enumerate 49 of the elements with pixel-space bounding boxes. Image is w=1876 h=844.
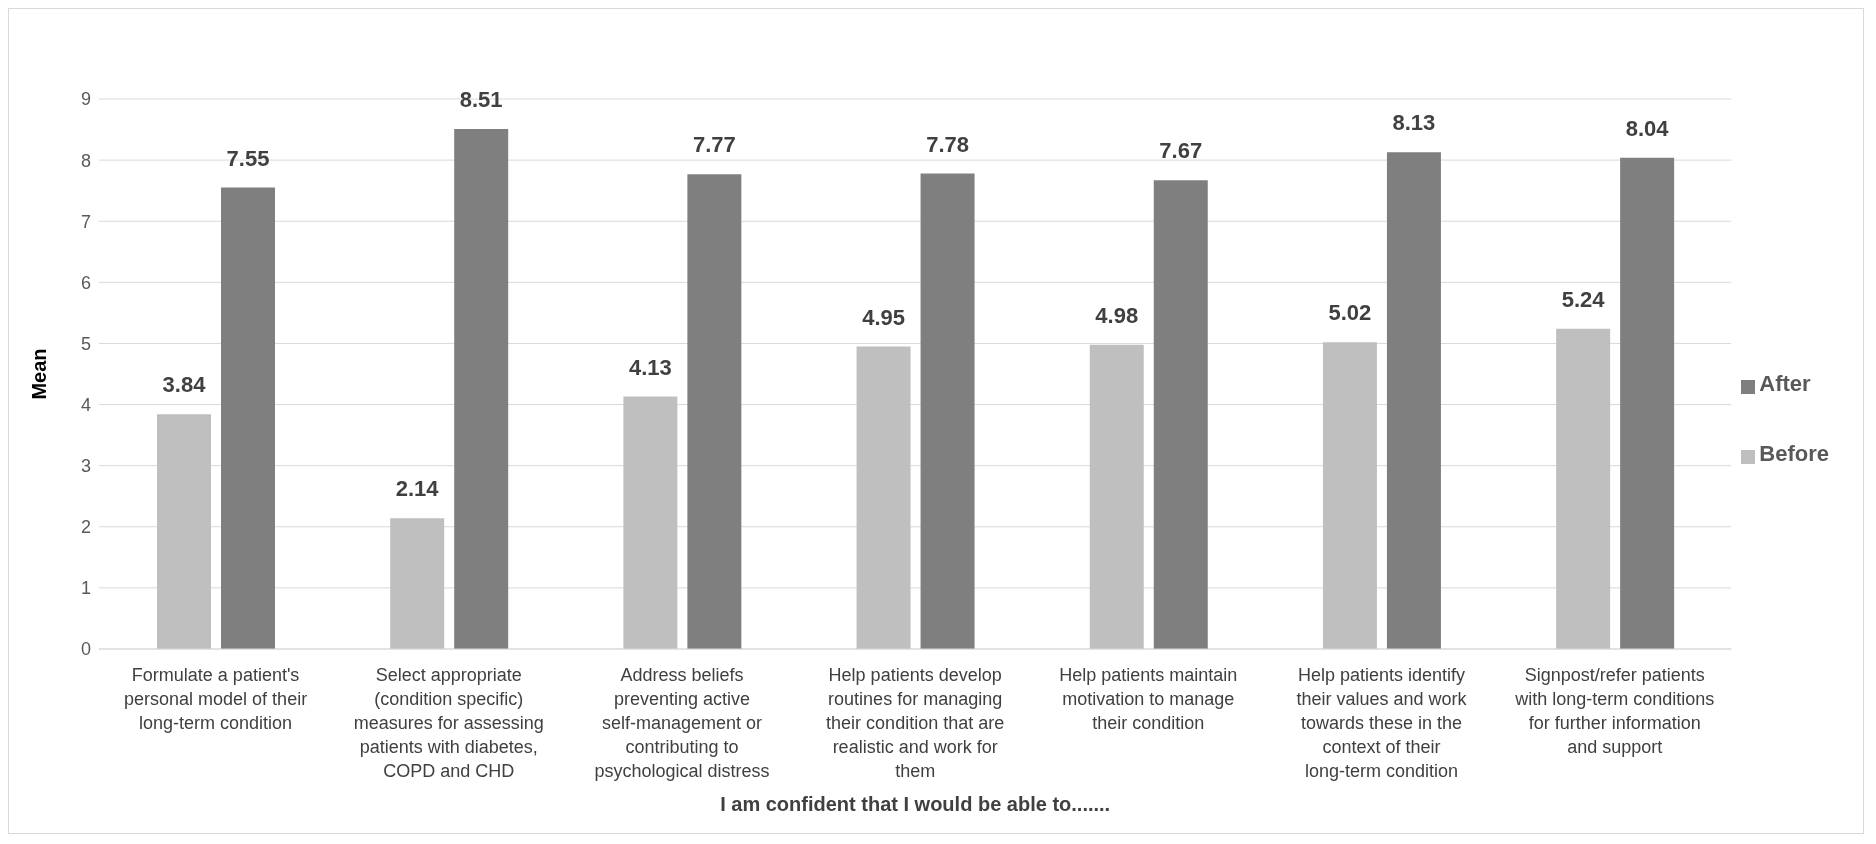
data-label: 4.13 <box>628 354 672 380</box>
y-tick-label: 3 <box>80 456 91 477</box>
x-tick-label: Formulate a patient's personal model of their long-term condition <box>124 665 308 733</box>
x-tick-label: Help patients develop routines for managing their condition that are realistic and work for them <box>826 665 1005 781</box>
data-label: 5.02 <box>1328 300 1372 326</box>
data-label: 8.04 <box>1625 115 1670 141</box>
bar <box>1620 157 1675 649</box>
bar <box>856 346 911 649</box>
data-label: 3.84 <box>162 372 207 398</box>
legend-label: Before <box>1759 441 1829 466</box>
bar <box>1089 344 1144 649</box>
y-axis-title: Mean <box>28 348 51 400</box>
y-tick-label: 5 <box>80 333 91 354</box>
bar <box>390 518 445 649</box>
bar <box>1556 328 1611 649</box>
data-label: 2.14 <box>395 476 440 502</box>
data-label: 4.98 <box>1095 302 1139 328</box>
legend-label: After <box>1759 371 1811 396</box>
y-tick-label: 0 <box>80 639 91 660</box>
bar <box>157 414 211 649</box>
y-tick-label: 2 <box>80 517 91 538</box>
data-label: 7.77 <box>692 132 736 158</box>
bar <box>221 187 275 649</box>
y-tick-label: 6 <box>80 272 91 293</box>
bar <box>920 173 975 649</box>
data-label: 7.67 <box>1159 138 1203 164</box>
x-tick-label: Help patients identify their values and work towards these in the context of their long-term condition <box>1296 665 1468 781</box>
x-tick-label: Select appropriate (condition specific) measures for assessing patients with diabetes, COPD and CHD <box>353 665 544 781</box>
data-label: 7.55 <box>226 145 270 171</box>
data-label: 7.78 <box>926 131 969 157</box>
y-tick-label: 9 <box>80 89 91 110</box>
y-tick-label: 4 <box>80 394 91 415</box>
x-tick-label: Help patients maintain motivation to manage their condition <box>1059 665 1238 733</box>
bar <box>687 174 742 649</box>
bar <box>1386 152 1441 649</box>
y-tick-label: 7 <box>80 211 91 232</box>
data-label: 8.51 <box>459 86 503 112</box>
data-label: 5.24 <box>1561 286 1606 312</box>
bar <box>454 128 509 649</box>
y-tick-label: 8 <box>80 150 91 171</box>
bar <box>1153 180 1208 649</box>
x-tick-label: Address beliefs preventing active self-management or contributing to psychological distress <box>594 665 770 781</box>
y-tick-label: 1 <box>80 578 91 599</box>
bar <box>623 396 678 649</box>
bar <box>1322 342 1377 649</box>
data-label: 4.95 <box>862 304 905 330</box>
data-label: 8.13 <box>1392 110 1436 136</box>
x-tick-label: Signpost/refer patients with long-term conditions for further information and support <box>1514 665 1715 757</box>
x-axis-title: I am confident that I would be able to....... <box>720 793 1111 815</box>
